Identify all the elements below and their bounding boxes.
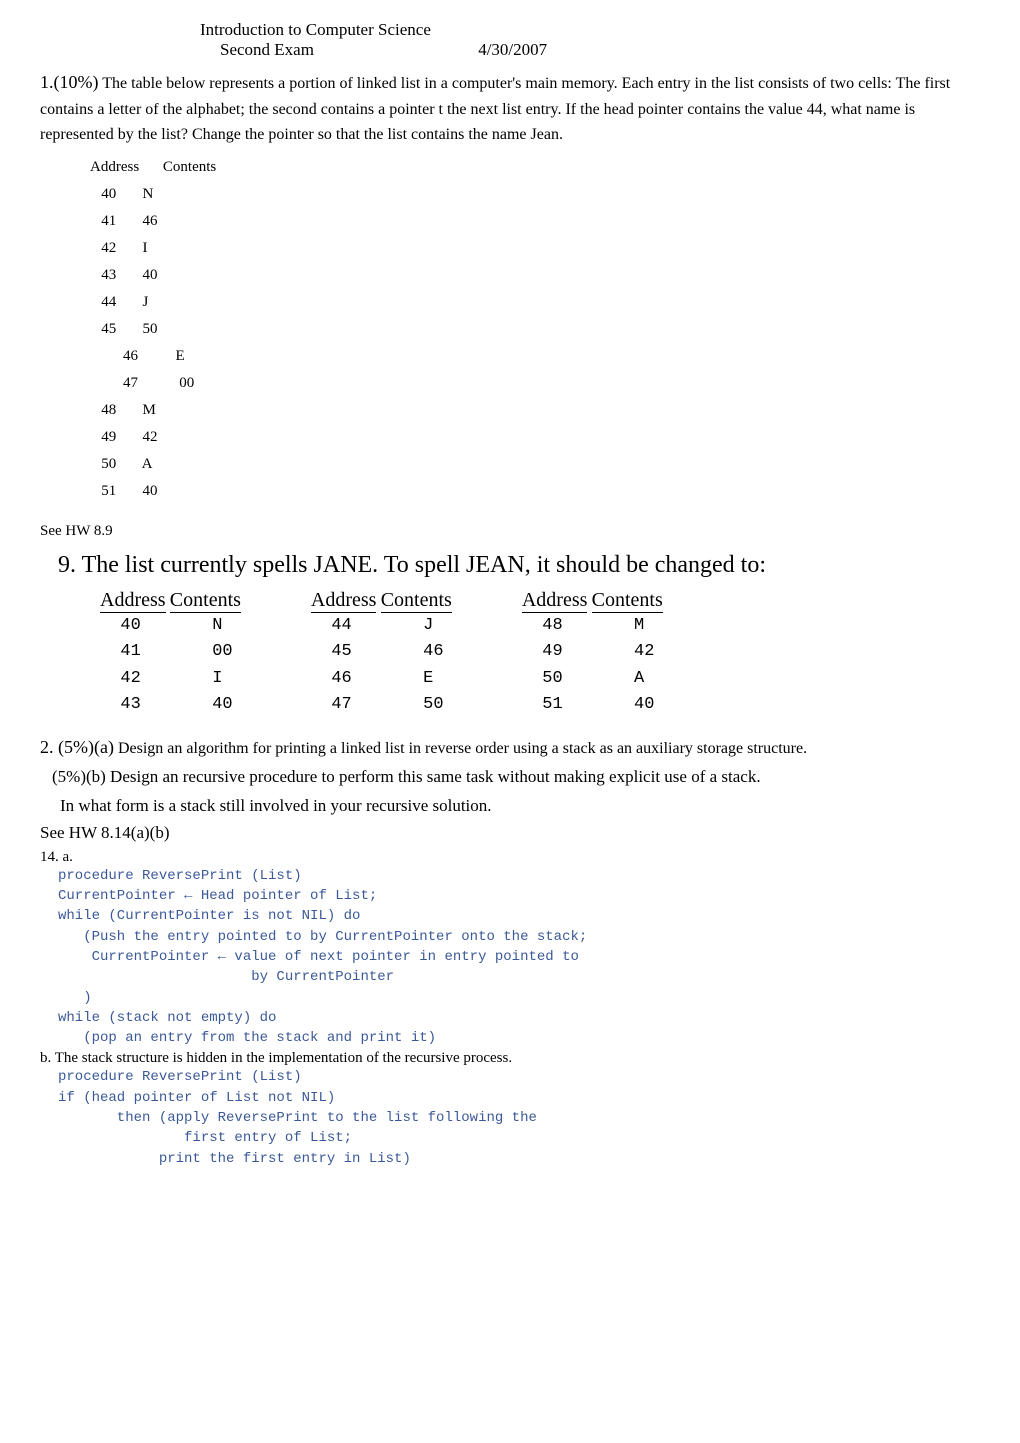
addr-row: 46 E — [108, 343, 980, 370]
col-head-addr: Address — [522, 589, 588, 613]
addr-row: 40 N — [90, 181, 980, 208]
addr-row: 50 A — [90, 451, 980, 478]
answer-9-heading: 9. The list currently spells JANE. To sp… — [58, 552, 980, 579]
col-row: 44 J — [311, 613, 452, 639]
see-hw-2: See HW 8.14(a)(b) — [40, 823, 980, 843]
answer-col-2: Address Contents 44 J 45 46 46 E 47 50 — [311, 589, 452, 718]
addr-row: 48 M — [90, 397, 980, 424]
col-head-addr: Address — [311, 589, 377, 613]
col-row: 48 M — [522, 613, 663, 639]
col-row: 46 E — [311, 666, 452, 692]
address-table: Address Contents 40 N 41 46 42 I 43 40 4… — [90, 154, 980, 505]
answer-col-1: Address Contents 40 N 41 00 42 I 43 40 — [100, 589, 241, 718]
code-14b: procedure ReversePrint (List) if (head p… — [58, 1067, 980, 1168]
q2-number: 2. (5%)(a) — [40, 737, 114, 757]
code-14b-note: b. The stack structure is hidden in the … — [40, 1050, 980, 1067]
addr-table-header: Address Contents — [90, 154, 980, 181]
col-row: 43 40 — [100, 692, 241, 718]
col-row: 40 N — [100, 613, 241, 639]
col-row: 42 I — [100, 666, 241, 692]
col-row: 45 46 — [311, 639, 452, 665]
code-14a: procedure ReversePrint (List) CurrentPoi… — [58, 866, 980, 1049]
see-hw-1: See HW 8.9 — [40, 523, 980, 540]
q2-body-b: (5%)(b) Design an recursive procedure to… — [52, 763, 980, 792]
exam-date: 4/30/2007 — [478, 40, 547, 60]
addr-row: 45 50 — [90, 316, 980, 343]
col-row: 50 A — [522, 666, 663, 692]
col-row: 49 42 — [522, 639, 663, 665]
col-head-cont: Contents — [170, 589, 241, 613]
code-14a-label: 14. a. — [40, 849, 980, 866]
q1-number: 1.(10%) — [40, 72, 98, 92]
exam-line: Second Exam 4/30/2007 — [220, 40, 980, 60]
addr-row: 51 40 — [90, 478, 980, 505]
q2-body-a: Design an algorithm for printing a linke… — [114, 740, 807, 757]
col-head-cont: Contents — [592, 589, 663, 613]
exam-name: Second Exam — [220, 40, 314, 59]
question-1: 1.(10%) The table below represents a por… — [40, 68, 980, 148]
addr-row: 42 I — [90, 235, 980, 262]
col-row: 47 50 — [311, 692, 452, 718]
answer-col-3: Address Contents 48 M 49 42 50 A 51 40 — [522, 589, 663, 718]
addr-row: 44 J — [90, 289, 980, 316]
answer-columns: Address Contents 40 N 41 00 42 I 43 40 A… — [100, 589, 980, 718]
addr-row: 43 40 — [90, 262, 980, 289]
addr-row: 47 00 — [108, 370, 980, 397]
q2-body-c: In what form is a stack still involved i… — [60, 792, 980, 821]
col-row: 41 00 — [100, 639, 241, 665]
question-2: 2. (5%)(a) Design an algorithm for print… — [40, 732, 980, 820]
col-head-addr: Address — [100, 589, 166, 613]
addr-row: 41 46 — [90, 208, 980, 235]
col-head-cont: Contents — [381, 589, 452, 613]
course-title: Introduction to Computer Science — [200, 20, 980, 40]
q1-body: The table below represents a portion of … — [40, 75, 950, 143]
addr-row: 49 42 — [90, 424, 980, 451]
col-row: 51 40 — [522, 692, 663, 718]
